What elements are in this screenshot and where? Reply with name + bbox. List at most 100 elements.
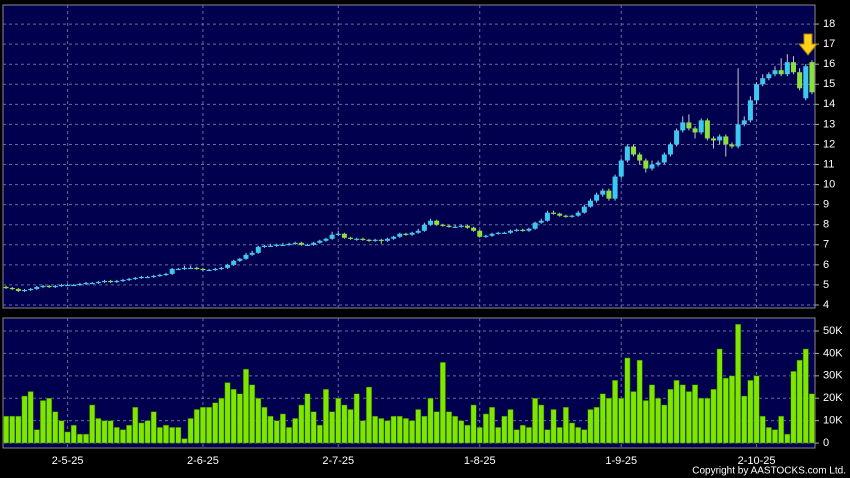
candle-body — [483, 235, 489, 237]
y-tick-label: 4 — [823, 299, 829, 311]
volume-bar — [753, 375, 760, 444]
volume-bar — [667, 389, 674, 444]
candle-body — [397, 233, 403, 237]
volume-bar — [175, 427, 182, 444]
volume-bar — [304, 393, 311, 444]
volume-bar — [95, 418, 102, 444]
candle-body — [71, 284, 77, 287]
volume-bar — [427, 397, 434, 444]
volume-bar — [279, 413, 286, 444]
candle-body — [803, 66, 809, 99]
volume-bar — [544, 429, 551, 444]
candle-body — [348, 237, 354, 239]
volume-bar — [33, 429, 40, 444]
candle-body — [717, 136, 723, 141]
candle-body — [686, 122, 692, 129]
volume-bar — [735, 324, 742, 444]
volume-bar — [120, 429, 126, 444]
candle-body — [772, 70, 778, 75]
candle-body — [194, 267, 200, 270]
volume-bar — [704, 397, 711, 444]
candle-body — [151, 275, 157, 278]
volume-bar — [532, 397, 539, 444]
candle-body — [563, 215, 569, 217]
candle-body — [471, 227, 477, 231]
volume-bar — [618, 397, 625, 444]
candle-body — [784, 62, 790, 75]
candle-body — [489, 233, 495, 236]
volume-bar — [562, 406, 569, 444]
volume-bar — [298, 404, 305, 444]
volume-bar — [501, 415, 508, 444]
volume-bar — [575, 427, 582, 444]
candle-body — [735, 124, 741, 147]
x-tick-label: 2-7-25 — [322, 455, 354, 467]
volume-bar — [507, 409, 514, 444]
candle-body — [612, 176, 618, 199]
candle-body — [766, 74, 772, 79]
volume-bar — [661, 404, 668, 444]
candle-body — [458, 225, 464, 227]
y-tick-label: 16 — [823, 58, 835, 70]
volume-bar — [526, 427, 532, 444]
volume-bar — [347, 409, 354, 444]
volume-bar — [698, 397, 705, 444]
volume-bar — [372, 415, 379, 444]
volume-bar — [390, 415, 397, 444]
volume-bar — [46, 397, 53, 444]
y2-tick-label: 0 — [823, 437, 829, 449]
volume-bar — [310, 411, 317, 444]
volume-bar — [181, 438, 188, 444]
candle-body — [366, 239, 372, 241]
volume-bar — [796, 359, 803, 444]
volume-bar — [255, 397, 262, 444]
volume-bar — [556, 427, 563, 444]
volume-bar — [741, 395, 748, 444]
volume-bar — [409, 420, 416, 444]
y-tick-label: 17 — [823, 38, 835, 50]
candle-body — [391, 236, 397, 239]
candle-body — [120, 279, 126, 282]
y2-tick-label: 10K — [823, 415, 843, 427]
y-tick-label: 11 — [823, 158, 834, 170]
candle-body — [280, 244, 286, 246]
candle-body — [698, 120, 704, 133]
volume-bar — [729, 375, 735, 444]
candle-body — [403, 233, 409, 235]
volume-bar — [765, 427, 772, 444]
volume-bar — [132, 406, 139, 444]
candle-body — [354, 238, 360, 240]
y2-tick-label: 40K — [823, 347, 843, 359]
volume-bar — [593, 406, 600, 444]
candle-body — [428, 220, 434, 225]
candle-body — [643, 160, 649, 169]
volume-bar — [489, 406, 495, 444]
candle-body — [212, 268, 218, 271]
y-tick-label: 13 — [823, 118, 835, 130]
volume-bar — [243, 368, 249, 444]
volume-bar — [292, 418, 299, 444]
candle-body — [65, 284, 71, 287]
volume-bar — [378, 418, 385, 444]
candle-body — [692, 128, 698, 133]
volume-bar — [802, 348, 809, 444]
volume-bar — [396, 415, 403, 444]
candle-body — [581, 206, 587, 213]
candle-body — [384, 238, 390, 241]
volume-bar — [27, 391, 34, 444]
volume-bar — [581, 429, 588, 444]
volume-bar — [649, 384, 655, 444]
volume-bar — [113, 427, 120, 444]
candle-body — [225, 264, 231, 268]
x-tick-label: 2-5-25 — [52, 455, 84, 467]
volume-bar — [126, 424, 133, 444]
candle-body — [114, 280, 120, 283]
candle-body — [477, 230, 483, 237]
volume-bar — [15, 415, 22, 444]
volume-bar — [458, 420, 465, 444]
volume-bar — [636, 359, 643, 444]
volume-bar — [569, 422, 575, 444]
candle-body — [704, 120, 710, 139]
volume-bar — [710, 389, 717, 444]
